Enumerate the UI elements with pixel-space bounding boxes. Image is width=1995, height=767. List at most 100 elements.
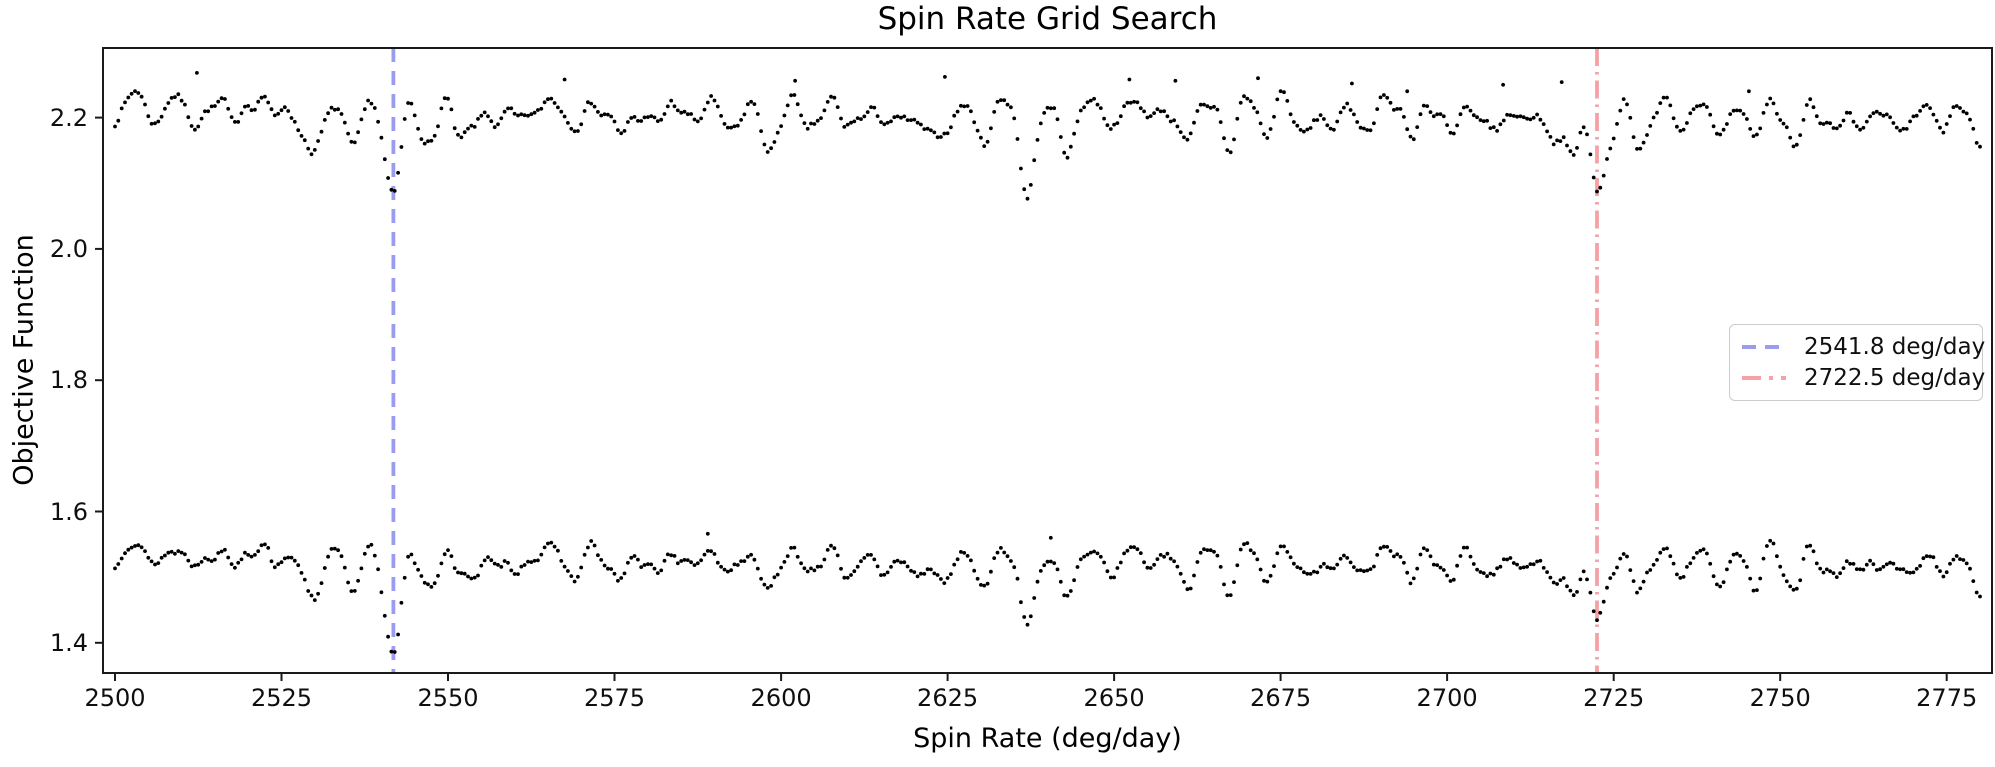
scatter-point <box>1868 558 1872 563</box>
outlier-point <box>1350 81 1354 86</box>
scatter-point <box>685 112 690 117</box>
scatter-point <box>336 107 340 112</box>
scatter-point <box>1175 124 1180 129</box>
scatter-point <box>902 560 907 565</box>
scatter-point <box>1292 120 1296 124</box>
scatter-point <box>1421 103 1426 108</box>
scatter-point <box>462 571 467 576</box>
scatter-point <box>1668 554 1673 559</box>
scatter-point <box>912 117 917 122</box>
scatter-point <box>572 579 577 584</box>
scatter-point <box>139 545 144 550</box>
scatter-point <box>1248 99 1253 104</box>
scatter-point <box>719 114 723 118</box>
scatter-point <box>602 563 607 568</box>
scatter-point <box>1182 580 1186 584</box>
scatter-point <box>189 564 194 569</box>
scatter-point <box>1944 122 1949 126</box>
scatter-point <box>1252 551 1256 556</box>
scatter-point <box>1375 107 1380 111</box>
scatter-point <box>1944 570 1949 575</box>
scatter-point <box>1928 554 1932 559</box>
scatter-point <box>1508 556 1513 560</box>
scatter-point <box>922 572 927 576</box>
scatter-point <box>682 109 687 114</box>
scatter-point <box>133 89 137 93</box>
scatter-point <box>1098 106 1103 110</box>
scatter-point <box>589 539 594 543</box>
scatter-point <box>1325 565 1330 570</box>
scatter-point <box>1821 570 1826 575</box>
scatter-point <box>253 107 257 112</box>
scatter-point <box>1102 560 1106 565</box>
scatter-point <box>1731 552 1736 557</box>
scatter-point <box>842 125 847 129</box>
scatter-point <box>446 548 450 552</box>
scatter-point <box>479 113 484 118</box>
scatter-point <box>1395 552 1400 557</box>
scatter-point <box>1748 576 1753 581</box>
scatter-point <box>1595 618 1599 623</box>
scatter-point <box>1761 111 1766 115</box>
scatter-point <box>1928 106 1932 110</box>
scatter-point <box>735 563 740 567</box>
scatter-point <box>1665 546 1669 551</box>
scatter-point <box>229 115 234 119</box>
scatter-point <box>1901 567 1906 572</box>
scatter-point <box>359 566 364 571</box>
scatter-point <box>1315 570 1320 575</box>
scatter-point <box>356 578 360 583</box>
scatter-point <box>812 122 817 126</box>
scatter-point <box>1755 132 1759 137</box>
scatter-point <box>1555 582 1559 586</box>
scatter-point <box>1185 137 1190 142</box>
scatter-point <box>292 558 297 563</box>
scatter-point <box>532 110 537 115</box>
scatter-point <box>879 120 883 124</box>
scatter-point <box>1755 588 1759 592</box>
scatter-point <box>1348 560 1353 565</box>
scatter-point <box>1332 566 1336 571</box>
scatter-point <box>852 119 857 124</box>
scatter-point <box>1388 100 1393 105</box>
scatter-point <box>1122 551 1126 556</box>
scatter-point <box>1541 566 1546 570</box>
scatter-point <box>1125 100 1130 105</box>
outlier-point <box>1127 77 1132 82</box>
scatter-point <box>1824 120 1829 125</box>
scatter-point <box>1784 125 1789 130</box>
scatter-point <box>1435 112 1440 117</box>
scatter-point <box>1012 116 1017 121</box>
scatter-point <box>1628 115 1633 120</box>
scatter-point <box>576 574 580 579</box>
scatter-point <box>1108 127 1113 131</box>
scatter-point <box>402 117 407 121</box>
scatter-point <box>209 559 214 563</box>
scatter-point <box>1019 600 1023 605</box>
scatter-point <box>1938 569 1942 573</box>
scatter-point <box>992 556 997 560</box>
scatter-point <box>852 569 857 574</box>
scatter-point <box>506 106 510 111</box>
scatter-point <box>969 558 973 563</box>
scatter-point <box>1964 561 1969 566</box>
scatter-point <box>1085 100 1090 105</box>
scatter-point <box>1751 588 1756 593</box>
scatter-point <box>1178 130 1183 135</box>
scatter-point <box>486 114 490 119</box>
scatter-point <box>486 555 490 559</box>
scatter-point <box>626 560 630 565</box>
scatter-point <box>1575 590 1579 594</box>
scatter-point <box>1561 576 1566 580</box>
scatter-point <box>1048 106 1053 111</box>
scatter-point <box>1245 541 1250 545</box>
scatter-point <box>1874 568 1879 572</box>
scatter-point <box>259 543 264 548</box>
scatter-point <box>1335 119 1340 124</box>
scatter-point <box>526 559 530 564</box>
scatter-point <box>183 552 187 557</box>
x-axis-label: Spin Rate (deg/day) <box>913 723 1182 754</box>
scatter-point <box>536 558 540 563</box>
scatter-point <box>1312 118 1316 123</box>
x-tick-label: 2575 <box>583 684 646 712</box>
